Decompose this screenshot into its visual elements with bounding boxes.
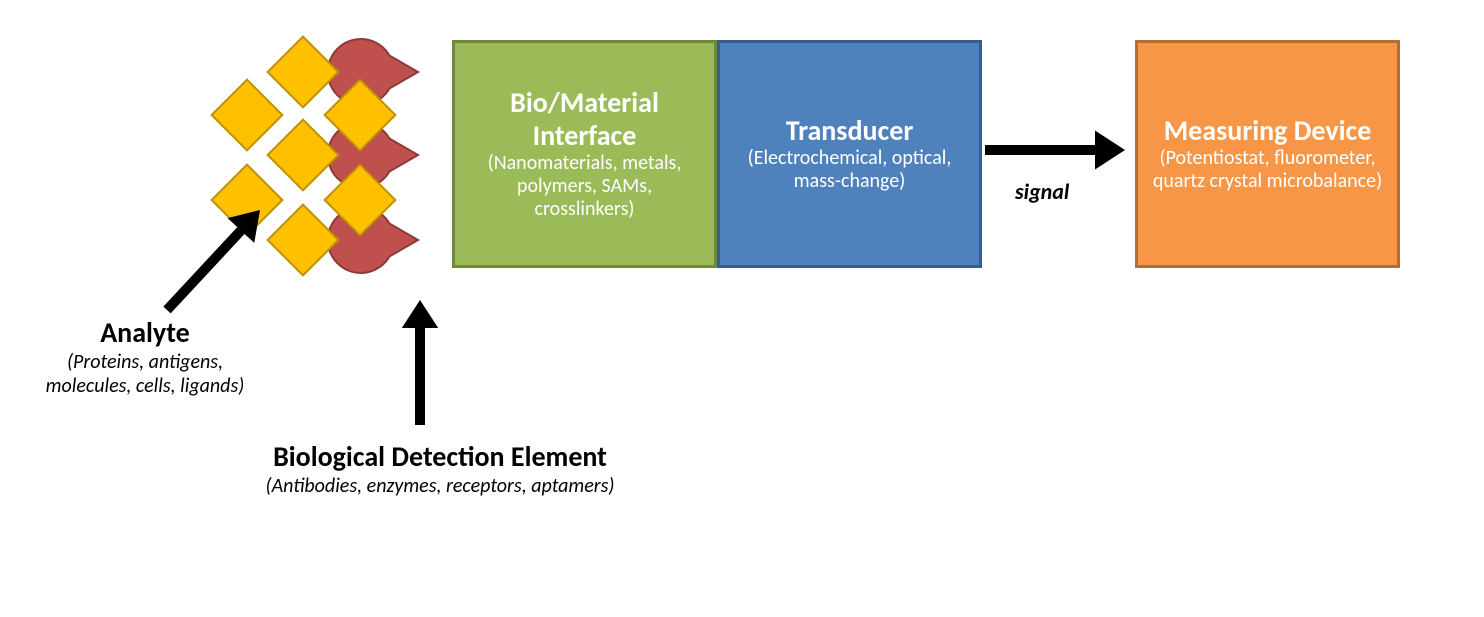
analyte-diamond	[268, 37, 339, 108]
box-interface-subtitle: (Nanomaterials, metals, polymers, SAMs, …	[469, 152, 700, 221]
label-analyte-title: Analyte	[30, 316, 260, 350]
arrow-bde-head	[402, 300, 438, 328]
arrow-analyte-shaft	[167, 231, 241, 310]
label-bde-subtitle: (Antibodies, enzymes, receptors, aptamer…	[240, 474, 640, 498]
analyte-diamond	[325, 165, 396, 236]
analyte-diamond	[325, 80, 396, 151]
analyte-diamond	[268, 205, 339, 276]
receptor-shape	[328, 122, 418, 188]
box-transducer-title: Transducer	[786, 115, 914, 147]
label-signal: signal	[1015, 178, 1069, 205]
label-bde-title: Biological Detection Element	[240, 440, 640, 474]
box-transducer: Transducer (Electrochemical, optical, ma…	[717, 40, 982, 268]
arrow-signal-head	[1095, 131, 1125, 170]
diagram-stage: Bio/Material Interface (Nanomaterials, m…	[0, 0, 1484, 617]
label-analyte: Analyte (Proteins, antigens, molecules, …	[30, 316, 260, 398]
box-measuring-title: Measuring Device	[1164, 115, 1372, 147]
label-biological-detection-element: Biological Detection Element (Antibodies…	[240, 440, 640, 498]
analyte-diamond	[212, 165, 283, 236]
arrow-analyte-head	[228, 210, 260, 243]
receptor-shape	[328, 207, 418, 273]
analyte-diamond	[268, 120, 339, 191]
box-measuring-subtitle: (Potentiostat, fluorometer, quartz cryst…	[1152, 147, 1383, 193]
receptor-shape	[328, 39, 418, 105]
analyte-diamond	[212, 80, 283, 151]
box-measuring: Measuring Device (Potentiostat, fluorome…	[1135, 40, 1400, 268]
box-transducer-subtitle: (Electrochemical, optical, mass-change)	[734, 147, 965, 193]
box-interface: Bio/Material Interface (Nanomaterials, m…	[452, 40, 717, 268]
box-interface-title: Bio/Material Interface	[469, 87, 700, 151]
label-analyte-subtitle: (Proteins, antigens, molecules, cells, l…	[30, 350, 260, 398]
